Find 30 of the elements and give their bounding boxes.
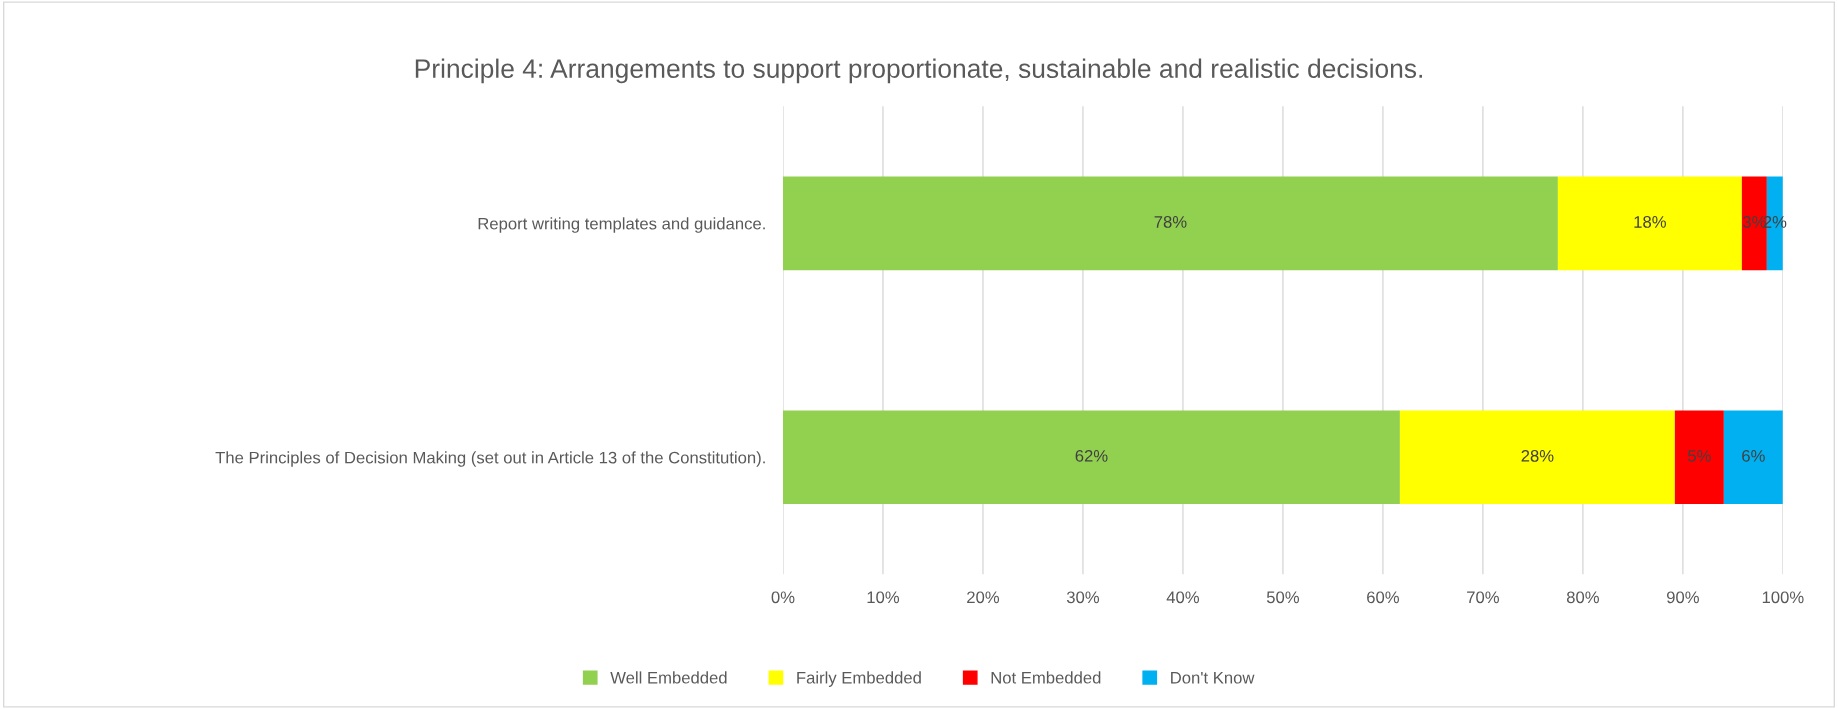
legend-label: Well Embedded xyxy=(610,671,727,684)
x-tick-label: 40% xyxy=(1166,591,1200,604)
x-tick-label: 90% xyxy=(1666,591,1699,604)
data-label: 78% xyxy=(1154,216,1187,228)
x-tick-label: 20% xyxy=(967,591,1000,604)
legend-label: Not Embedded xyxy=(991,671,1101,684)
y-tick-label: Report writing templates and guidance. xyxy=(478,217,765,233)
data-label: 18% xyxy=(1634,216,1666,228)
data-label: 62% xyxy=(1075,449,1108,462)
x-tick-label: 0% xyxy=(771,591,795,604)
data-label: 6% xyxy=(1742,449,1765,462)
bar xyxy=(782,176,1558,271)
bar xyxy=(782,410,1400,505)
legend-label: Don't Know xyxy=(1171,671,1255,684)
data-label: 28% xyxy=(1521,449,1554,462)
y-tick-label: The Principles of Decision Making (set out in Article 13 of the Constitution). xyxy=(215,451,765,467)
bar xyxy=(1723,410,1783,505)
x-tick-label: 60% xyxy=(1367,591,1399,604)
chart-title: Principle 4: Arrangements to support proportionate, sustainable and realistic decisions. xyxy=(415,58,1422,84)
x-tick-label: 80% xyxy=(1566,591,1599,604)
x-tick-label: 10% xyxy=(867,591,900,604)
bar xyxy=(1674,410,1724,505)
x-tick-label: 70% xyxy=(1467,591,1499,604)
bar xyxy=(1399,410,1675,505)
data-label: 5% xyxy=(1687,450,1711,462)
x-tick-label: 100% xyxy=(1762,591,1804,604)
bar xyxy=(1557,176,1742,271)
x-tick-label: 30% xyxy=(1066,591,1100,604)
x-tick-label: 50% xyxy=(1266,591,1300,604)
legend-label: Fairly Embedded xyxy=(797,671,921,687)
